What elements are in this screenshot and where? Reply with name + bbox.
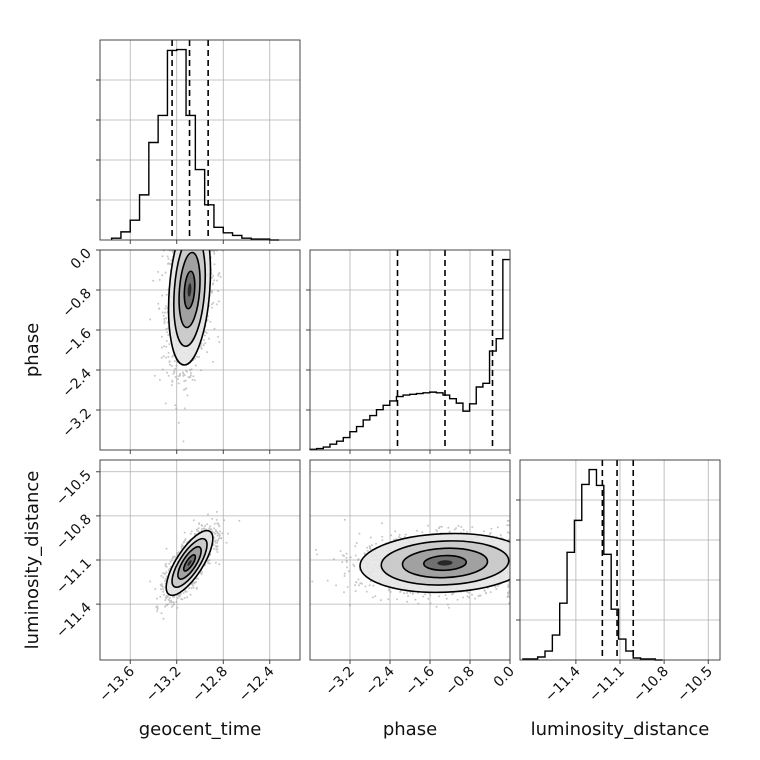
y-axis-label-luminosity-distance: luminosity_distance	[22, 471, 43, 650]
panel-content	[311, 518, 510, 609]
x-tick-label-luminosity_distance: −10.5	[674, 664, 716, 706]
density-contour-4	[187, 283, 192, 297]
x-tick-label-geocent_time: −13.6	[96, 663, 138, 705]
y-tick-label-phase: −2.4	[59, 365, 94, 400]
hist-panel-phase	[306, 249, 511, 454]
density-contour-4	[187, 560, 192, 566]
x-tick-label-phase: 0.0	[491, 664, 518, 691]
panel-content	[149, 510, 241, 620]
hist-step-geocent_time	[110, 48, 280, 241]
y-tick-label-phase: 0.0	[68, 246, 95, 273]
y-axis-label-phase: phase	[22, 323, 43, 377]
hist-panel-luminosity_distance	[516, 459, 721, 664]
x-tick-label-phase: −2.4	[362, 663, 397, 698]
y-tick-label-phase: −1.6	[59, 325, 94, 360]
x-tick-label-phase: −3.2	[322, 664, 357, 699]
y-tick-label-luminosity_distance: −10.5	[53, 467, 95, 509]
y-tick-label-phase: −3.2	[59, 406, 94, 441]
x-tick-label-luminosity_distance: −11.4	[542, 663, 584, 705]
x-tick-label-phase: −1.6	[402, 663, 437, 698]
y-tick-label-phase: −0.8	[59, 286, 94, 321]
scatter-frame-0	[99, 249, 301, 451]
y-tick-label-luminosity_distance: −11.4	[53, 600, 95, 642]
scatter-panel-geocent_time-luminosity_distance	[96, 459, 301, 664]
x-tick-label-luminosity_distance: −11.1	[586, 664, 628, 706]
scatter-frame-2	[309, 459, 511, 661]
hist-step-phase	[309, 258, 510, 450]
x-tick-label-geocent_time: −13.2	[143, 664, 185, 706]
panel-content	[149, 250, 224, 443]
x-axis-label-luminosity-distance: luminosity_distance	[531, 719, 710, 740]
y-tick-label-luminosity_distance: −10.8	[53, 511, 95, 553]
x-tick-label-geocent_time: −12.4	[236, 663, 278, 705]
hist-step-luminosity_distance	[522, 468, 663, 661]
x-tick-label-luminosity_distance: −10.8	[630, 664, 672, 706]
x-tick-label-phase: −0.8	[442, 664, 477, 699]
hist-panel-geocent_time	[96, 39, 301, 244]
x-axis-label-geocent-time: geocent_time	[139, 719, 262, 740]
y-tick-label-luminosity_distance: −11.1	[53, 556, 95, 598]
x-tick-label-geocent_time: −12.8	[189, 664, 231, 706]
scatter-panel-phase-luminosity_distance	[309, 459, 511, 664]
x-axis-label-phase: phase	[383, 719, 437, 740]
hist-frame-geocent_time	[99, 39, 301, 241]
hist-frame-phase	[309, 249, 511, 451]
density-contour-4	[437, 560, 453, 566]
scatter-panel-geocent_time-phase	[96, 249, 301, 454]
